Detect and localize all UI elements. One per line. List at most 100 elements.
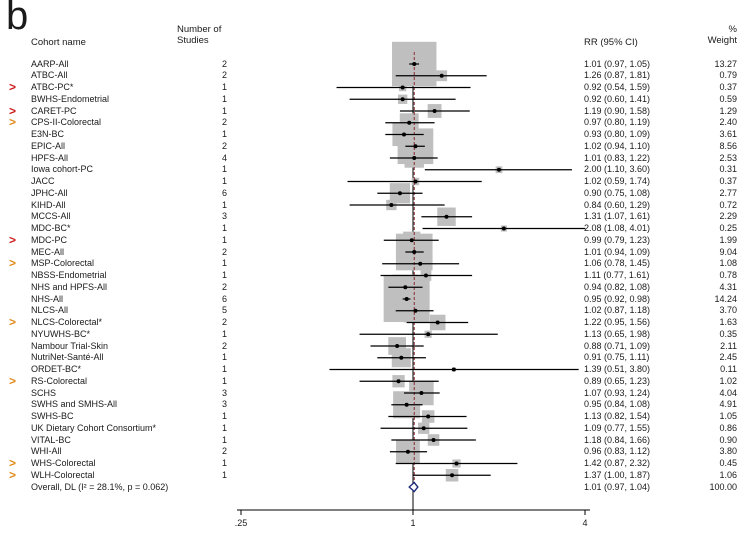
number-of-studies: 1 [222,458,228,468]
point-estimate [426,332,431,337]
rr-ci-value: 0.90 (0.75, 1.08) [584,187,651,198]
number-of-studies: 1 [222,223,228,233]
cohort-name: MSP-Colorectal [31,258,95,269]
weight-value: 4.04 [719,387,737,398]
point-estimate [400,97,405,102]
cohort-name: AARP-All [31,58,69,69]
point-estimate [450,473,455,478]
point-estimate [439,73,444,78]
row-marker-chevron: > [9,232,17,247]
header-number-of-studies: Number of Studies [177,24,233,46]
rr-ci-value: 1.13 (0.65, 1.98) [584,328,651,339]
number-of-studies: 1 [222,82,228,92]
point-estimate [396,379,401,384]
number-of-studies: 1 [222,375,228,386]
rr-ci-value: 0.93 (0.80, 1.09) [584,129,651,139]
point-estimate [419,391,424,395]
number-of-studies: 1 [222,105,228,116]
number-of-studies: 3 [222,387,228,398]
rr-ci-value: 0.95 (0.92, 0.98) [584,293,651,304]
overall-diamond [408,481,419,493]
row-marker-chevron: > [9,115,17,130]
weight-value: 0.78 [719,270,737,280]
cohort-name: SWHS-BC [31,411,74,421]
header-rr-ci: RR (95% CI) [584,37,638,48]
weight-value: 3.70 [719,305,737,316]
number-of-studies: 1 [222,352,228,363]
x-tick-label: 1 [410,518,416,528]
overall-rr-ci-value: 1.01 (0.97, 1.04) [584,481,651,492]
rr-ci-value: 0.92 (0.54, 1.59) [584,82,651,92]
rr-ci-value: 1.26 (0.87, 1.81) [584,70,651,81]
rr-ci-value: 1.19 (0.90, 1.58) [584,105,651,116]
point-estimate [413,144,418,149]
cohort-name: ATBC-All [31,70,68,81]
rr-ci-value: 2.00 (1.10, 3.60) [584,164,651,175]
weight-value: 4.31 [719,281,737,292]
number-of-studies: 1 [222,422,228,433]
weight-value: 1.99 [719,234,737,245]
number-of-studies: 1 [222,434,228,445]
overall-weight-value: 100.00 [709,481,737,492]
number-of-studies: 2 [222,117,228,128]
number-of-studies: 2 [222,58,228,69]
weight-value: 9.04 [719,246,737,257]
x-tick-label: .25 [234,518,248,528]
rr-ci-value: 1.13 (0.82, 1.54) [584,411,651,421]
point-estimate [497,167,501,172]
weight-value: 1.06 [719,469,737,480]
rr-ci-value: 1.42 (0.87, 2.32) [584,458,651,468]
cohort-name: NutriNet-Santé-All [31,352,104,363]
weight-value: 1.02 [719,375,737,386]
cohort-name: JACC [31,176,55,186]
cohort-name: EPIC-All [31,140,66,151]
rr-ci-value: 1.07 (0.93, 1.24) [584,387,651,398]
cohort-name: HPFS-All [31,152,69,163]
panel-label: b [6,0,29,38]
point-estimate [454,461,459,466]
rr-ci-value: 1.06 (0.78, 1.45) [584,258,651,269]
cohort-name: Iowa cohort-PC [31,164,94,175]
point-estimate [399,355,404,360]
point-estimate [409,238,414,243]
point-estimate [435,320,440,325]
number-of-studies: 1 [222,93,228,104]
cohort-name: MDC-PC [31,234,67,245]
number-of-studies: 1 [222,164,228,175]
cohort-name: NHS-All [31,293,64,304]
number-of-studies: 1 [222,328,228,339]
row-marker-chevron: > [9,256,17,271]
x-tick-label: 4 [582,518,588,528]
number-of-studies: 2 [222,340,228,351]
number-of-studies: 5 [222,305,228,316]
weight-value: 2.77 [719,187,737,198]
number-of-studies: 2 [222,317,228,327]
rr-ci-value: 0.91 (0.75, 1.11) [584,352,650,363]
weight-value: 0.37 [719,82,737,92]
cohort-name: MDC-BC* [31,223,71,233]
cohort-name: RS-Colorectal [31,375,88,386]
rr-ci-value: 0.99 (0.79, 1.23) [584,234,651,245]
rr-ci-value: 0.94 (0.82, 1.08) [584,281,651,292]
point-estimate [400,85,405,90]
weight-value: 0.79 [719,70,737,81]
weight-value: 2.40 [719,117,737,128]
cohort-name: UK Dietary Cohort Consortium* [31,422,157,433]
weight-value: 0.11 [720,364,737,374]
point-estimate [413,308,418,313]
header-weight-line1: % [728,24,737,35]
point-estimate [395,344,400,348]
number-of-studies: 6 [222,293,228,304]
weight-value: 0.31 [719,164,737,175]
cohort-name: BWHS-Endometrial [31,93,110,104]
number-of-studies: 1 [222,258,228,269]
overall-label: Overall, DL (I² = 28.1%, p = 0.062) [31,481,169,492]
point-estimate [412,250,417,254]
cohort-name: ATBC-PC* [31,82,74,92]
rr-ci-value: 1.02 (0.94, 1.10) [584,140,651,151]
header-weight: % Weight [708,24,737,46]
cohort-name: E3N-BC [31,129,65,139]
rr-ci-value: 1.02 (0.59, 1.74) [584,176,651,186]
number-of-studies: 3 [222,399,228,410]
rr-ci-value: 1.11 (0.77, 1.61) [584,270,650,280]
